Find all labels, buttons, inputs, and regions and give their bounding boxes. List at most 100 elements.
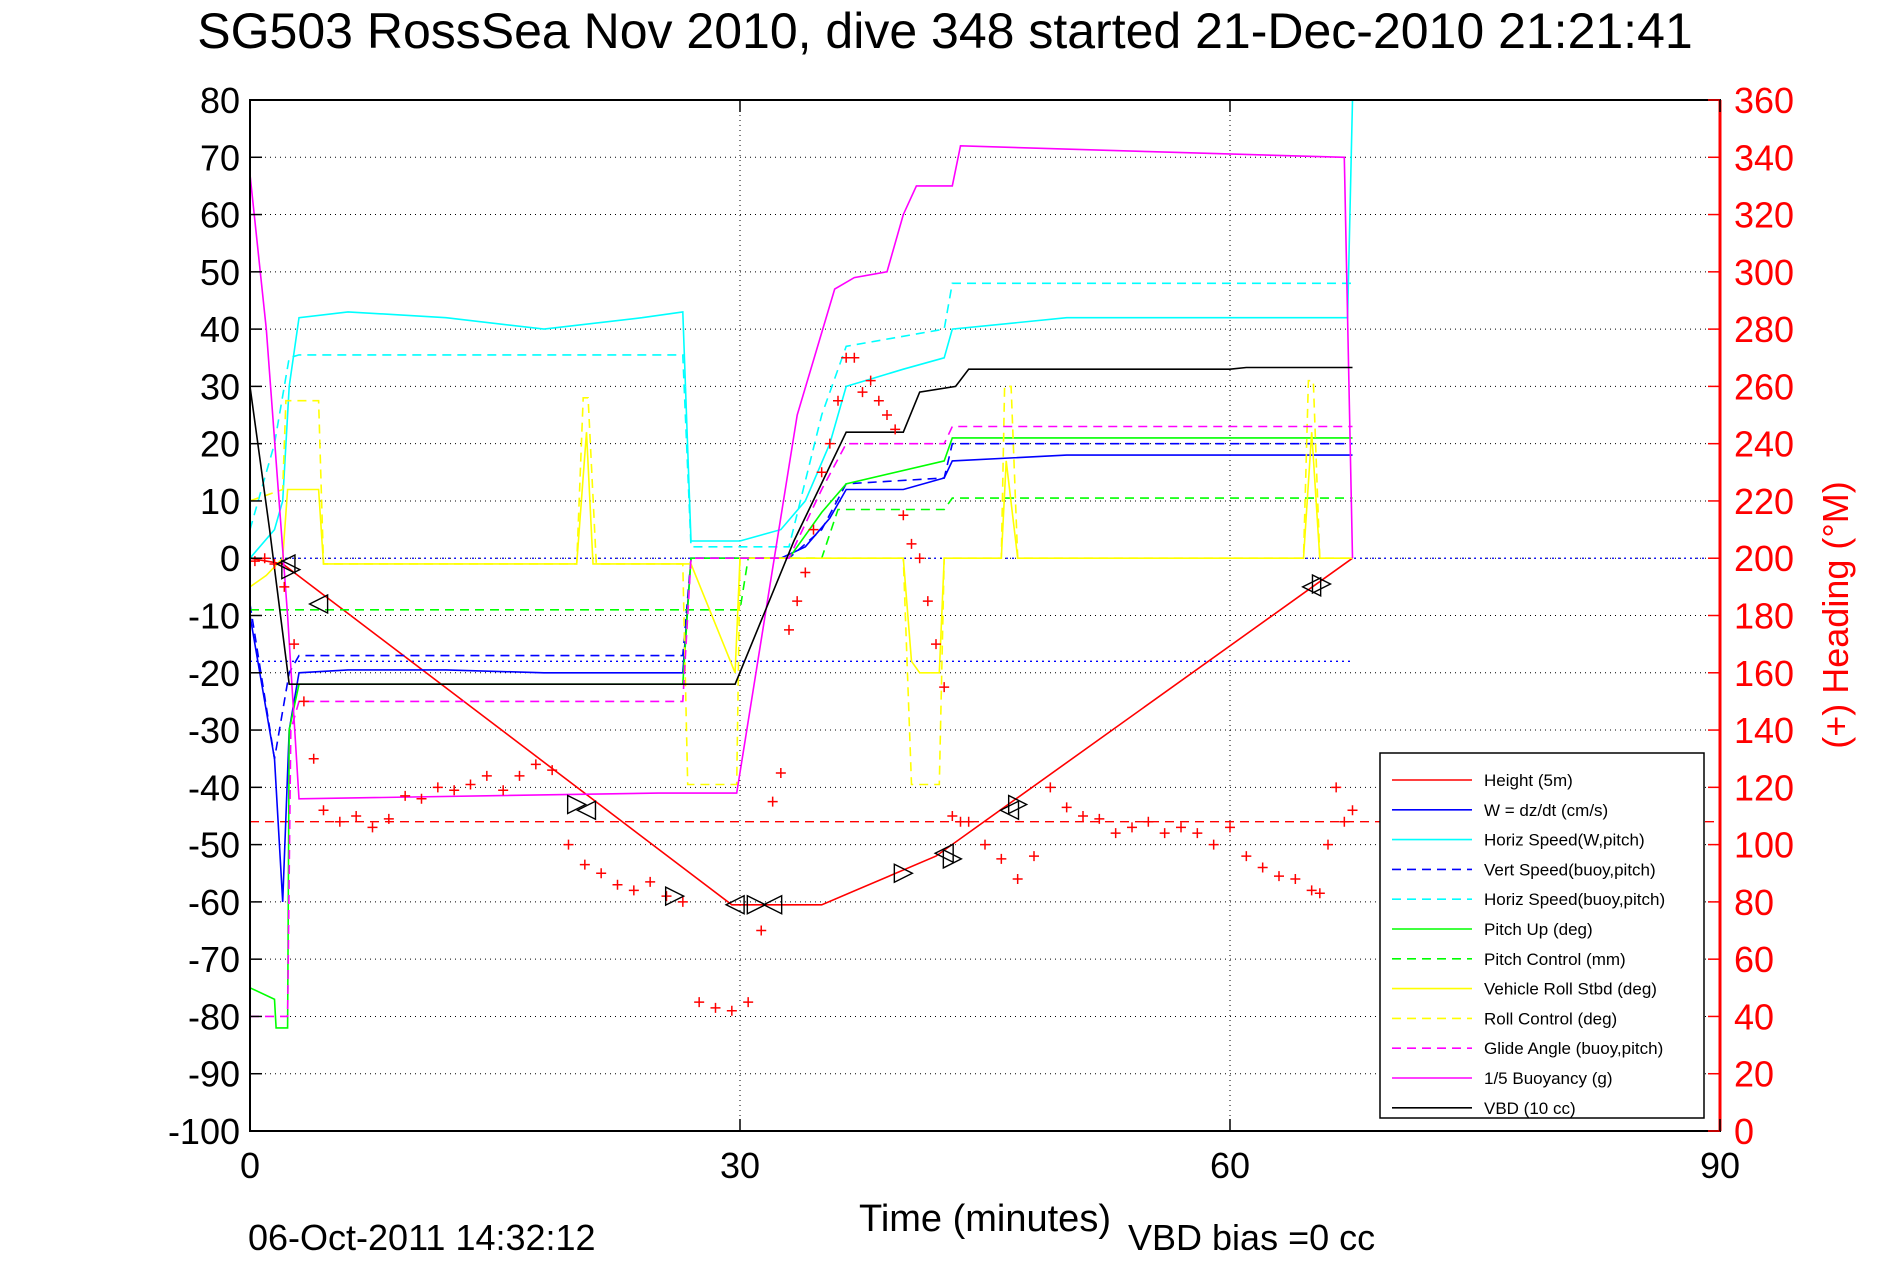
right-axis-ticks: 3603403203002802602402202001801601401201…: [1708, 80, 1794, 1152]
heading-point: [710, 1002, 721, 1013]
heading-point: [1012, 873, 1023, 884]
y-tick-label: 10: [200, 481, 240, 522]
x-tick-label: 90: [1700, 1145, 1740, 1186]
heading-point: [890, 424, 901, 435]
triangle-marker: [281, 559, 302, 580]
heading-point: [906, 538, 917, 549]
series-layer: [249, 99, 1354, 1029]
heading-markers: [249, 352, 1358, 1016]
heading-point: [367, 822, 378, 833]
heading-point: [922, 596, 933, 607]
series-line-1: [249, 454, 1353, 902]
heading-point: [931, 639, 941, 650]
y-tick-label: -80: [188, 996, 240, 1037]
heading-point: [1274, 871, 1284, 882]
heading-point: [865, 375, 876, 386]
chart-title: SG503 RossSea Nov 2010, dive 348 started…: [197, 3, 1692, 59]
heading-point: [334, 816, 345, 827]
heading-point: [792, 596, 803, 607]
heading-point: [530, 759, 541, 770]
triangle-marker: [942, 848, 963, 870]
footer-date: 06-Oct-2011 14:32:12: [248, 1217, 596, 1258]
triangle-marker: [893, 863, 914, 884]
series-line-11: [249, 366, 1353, 686]
heading-point: [645, 876, 656, 887]
heading-point: [1176, 822, 1186, 833]
right-tick-label: 360: [1734, 80, 1794, 121]
x-tick-label: 0: [240, 1145, 260, 1186]
heading-point: [563, 839, 574, 850]
heading-point: [579, 859, 590, 870]
legend-entry: Roll Control (deg): [1484, 1009, 1617, 1028]
heading-point: [628, 885, 639, 896]
triangle-marker: [1007, 794, 1029, 815]
right-tick-label: 40: [1734, 996, 1774, 1037]
heading-point: [947, 810, 958, 821]
x-tick-label: 30: [720, 1145, 760, 1186]
heading-point: [980, 839, 990, 850]
right-tick-label: 100: [1734, 825, 1794, 866]
triangle-markers: [275, 553, 1333, 915]
heading-point: [1029, 851, 1039, 862]
triangle-marker: [724, 894, 745, 915]
y-tick-label: -100: [168, 1111, 240, 1152]
y-tick-label: -10: [188, 596, 240, 637]
triangle-marker: [933, 843, 954, 864]
y-tick-label: 20: [200, 424, 240, 465]
heading-point: [514, 770, 525, 781]
right-tick-label: 300: [1734, 252, 1794, 293]
x-tick-label: 60: [1210, 1145, 1250, 1186]
triangle-marker: [998, 800, 1020, 821]
heading-point: [808, 524, 819, 535]
legend-entry: Horiz Speed(W,pitch): [1484, 831, 1645, 850]
heading-point: [547, 765, 558, 776]
legend: Height (5m) W = dz/dt (cm/s) Horiz Speed(W…: [1379, 752, 1705, 1119]
right-tick-label: 260: [1734, 366, 1794, 407]
triangle-marker: [575, 800, 597, 821]
heading-point: [1331, 782, 1342, 793]
series-line-6: [250, 497, 1353, 611]
heading-point: [498, 785, 509, 796]
triangle-marker: [308, 593, 329, 615]
heading-point: [784, 624, 794, 635]
heading-point: [767, 796, 778, 807]
series-line-9: [250, 425, 1353, 1018]
heading-point: [449, 785, 460, 796]
triangle-marker: [1311, 573, 1333, 595]
y-tick-label: -70: [188, 939, 240, 980]
y-tick-label: -30: [188, 710, 240, 751]
heading-point: [726, 1005, 737, 1016]
heading-point: [816, 467, 827, 478]
heading-point: [800, 567, 811, 578]
y-tick-label: 40: [200, 309, 240, 350]
triangle-marker: [746, 894, 767, 915]
y-tick-label: 70: [200, 137, 240, 178]
heading-point: [1192, 828, 1203, 839]
series-line-3: [249, 442, 1353, 759]
heading-point: [743, 997, 754, 1008]
heading-point: [661, 891, 672, 902]
heading-point: [289, 639, 300, 650]
heading-point: [432, 782, 443, 793]
right-tick-label: 200: [1734, 538, 1794, 579]
heading-point: [1110, 828, 1121, 839]
right-tick-label: 140: [1734, 710, 1794, 751]
heading-point: [465, 779, 476, 790]
triangle-marker: [275, 553, 296, 575]
heading-point: [963, 816, 974, 827]
heading-point: [824, 438, 835, 449]
right-tick-label: 0: [1734, 1111, 1754, 1152]
heading-point: [1159, 828, 1170, 839]
heading-point: [1347, 805, 1358, 816]
y-tick-label: 0: [220, 538, 240, 579]
heading-point: [1094, 813, 1105, 824]
right-tick-label: 60: [1734, 939, 1774, 980]
heading-point: [1061, 802, 1072, 813]
legend-entry: Pitch Control (mm): [1484, 950, 1626, 969]
heading-point: [318, 805, 329, 816]
right-axis-label: (+) Heading (°M): [1815, 481, 1856, 748]
right-tick-label: 20: [1734, 1054, 1774, 1095]
heading-point: [775, 768, 786, 779]
series-line-2: [249, 99, 1354, 559]
heading-point: [1257, 862, 1268, 873]
